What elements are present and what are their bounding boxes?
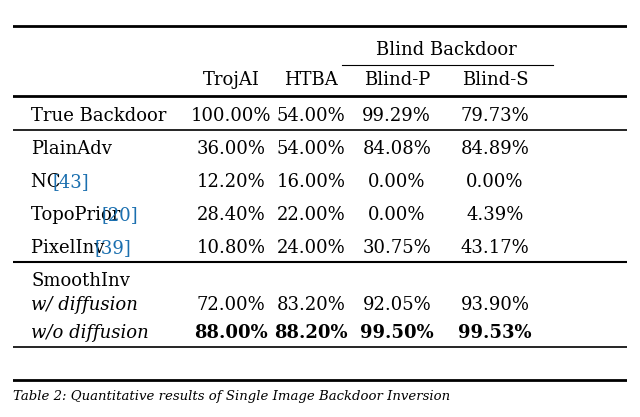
Text: 54.00%: 54.00% <box>276 140 345 158</box>
Text: 54.00%: 54.00% <box>276 108 345 126</box>
Text: Blind-S: Blind-S <box>462 71 529 89</box>
Text: 84.08%: 84.08% <box>362 140 431 158</box>
Text: 99.29%: 99.29% <box>362 108 431 126</box>
Text: [39]: [39] <box>95 239 132 257</box>
Text: 72.00%: 72.00% <box>196 296 266 314</box>
Text: 22.00%: 22.00% <box>276 206 345 224</box>
Text: PixelInv: PixelInv <box>31 239 110 257</box>
Text: 93.90%: 93.90% <box>461 296 530 314</box>
Text: Blind-P: Blind-P <box>364 71 430 89</box>
Text: [43]: [43] <box>52 173 89 191</box>
Text: 92.05%: 92.05% <box>362 296 431 314</box>
Text: Blind Backdoor: Blind Backdoor <box>376 41 516 59</box>
Text: Table 2: Quantitative results of Single Image Backdoor Inversion: Table 2: Quantitative results of Single … <box>13 390 450 403</box>
Text: 83.20%: 83.20% <box>276 296 345 314</box>
Text: 30.75%: 30.75% <box>362 239 431 257</box>
Text: 100.00%: 100.00% <box>191 108 271 126</box>
Text: TrojAI: TrojAI <box>202 71 259 89</box>
Text: 16.00%: 16.00% <box>276 173 346 191</box>
Text: HTBA: HTBA <box>284 71 338 89</box>
Text: 10.80%: 10.80% <box>196 239 266 257</box>
Text: 99.50%: 99.50% <box>360 324 434 342</box>
Text: 99.53%: 99.53% <box>458 324 532 342</box>
Text: 88.20%: 88.20% <box>274 324 348 342</box>
Text: NC: NC <box>31 173 67 191</box>
Text: 79.73%: 79.73% <box>461 108 529 126</box>
Text: w/ diffusion: w/ diffusion <box>31 296 138 314</box>
Text: 4.39%: 4.39% <box>467 206 524 224</box>
Text: 0.00%: 0.00% <box>368 206 426 224</box>
Text: PlainAdv: PlainAdv <box>31 140 112 158</box>
Text: 43.17%: 43.17% <box>461 239 529 257</box>
Text: w/o diffusion: w/o diffusion <box>31 324 149 342</box>
Text: TopoPrior: TopoPrior <box>31 206 126 224</box>
Text: True Backdoor: True Backdoor <box>31 108 166 126</box>
Text: 24.00%: 24.00% <box>276 239 345 257</box>
Text: 0.00%: 0.00% <box>368 173 426 191</box>
Text: 84.89%: 84.89% <box>461 140 529 158</box>
Text: 0.00%: 0.00% <box>467 173 524 191</box>
Text: SmoothInv: SmoothInv <box>31 271 130 289</box>
Text: 88.00%: 88.00% <box>194 324 268 342</box>
Text: 28.40%: 28.40% <box>196 206 266 224</box>
Text: 36.00%: 36.00% <box>196 140 266 158</box>
Text: 12.20%: 12.20% <box>196 173 266 191</box>
Text: [20]: [20] <box>102 206 138 224</box>
